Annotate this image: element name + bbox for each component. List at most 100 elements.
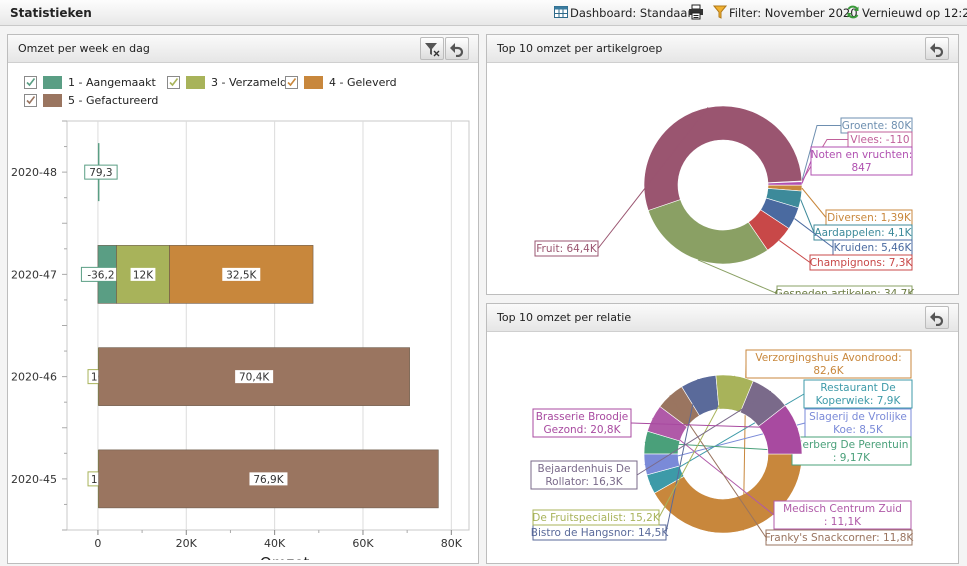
panel-title: Omzet per week en dag: [18, 42, 150, 55]
slice-label-box: [773, 500, 912, 530]
slice-label-box: [532, 408, 632, 438]
slice-fruit[interactable]: [643, 105, 803, 211]
slice-label-noten-en-vruchten: Noten en vruchten: 847: [811, 149, 913, 174]
app-title: Statistieken: [10, 6, 92, 20]
x-tick-label: 20K: [176, 537, 198, 550]
leader-line: [665, 378, 699, 533]
relation-panel: Top 10 omzet per relatie Verzorgingshuis…: [486, 303, 959, 564]
filter-funnel-icon: [713, 5, 727, 19]
slice-label-fruit: Fruit: 64,4K: [536, 243, 598, 255]
data-label: 76,9K: [253, 474, 284, 486]
x-tick-label: 80K: [441, 537, 463, 550]
top-toolbar: Statistieken Dashboard: Standaard Filter…: [0, 0, 967, 26]
data-label: 70,4K: [239, 372, 270, 384]
slice-brasserie-broodje-gezond[interactable]: [758, 405, 803, 455]
slice-label-verzorgingshuis-avondrood: Verzorgingshuis Avondrood: 82,6K: [755, 352, 901, 377]
leader-line: [636, 390, 772, 476]
data-label-box: [234, 369, 275, 385]
legend-checkbox[interactable]: [24, 94, 37, 107]
refresh-icon[interactable]: [846, 5, 860, 19]
data-label-box: [248, 471, 289, 487]
data-label: 79,3: [89, 167, 112, 179]
slice-label-slagerij-de-vrolijke-koe: Slagerij de Vrolijke Koe: 8,5K: [809, 411, 907, 436]
y-tick-label: 2020-48: [11, 166, 57, 179]
slice-label-de-fruitspecialist: De Fruitspecialist: 15,2K: [532, 512, 661, 524]
slice-label-box: [810, 146, 913, 176]
panel-header: Top 10 omzet per artikelgroep: [487, 35, 958, 63]
slice-label-box: [745, 349, 912, 379]
undo-button[interactable]: [445, 37, 469, 60]
dashboard-grid-icon: [554, 6, 568, 18]
checkmark-icon: [26, 78, 36, 87]
slice-label-box: [804, 408, 912, 438]
x-tick-label: 60K: [352, 537, 374, 550]
undo-button[interactable]: [925, 306, 949, 329]
filter-selector[interactable]: Filter: November 2020: [729, 6, 858, 20]
data-label-box: [221, 266, 262, 282]
y-tick-label: 2020-45: [11, 473, 57, 486]
legend-checkbox[interactable]: [285, 76, 298, 89]
slice-label-franky-s-snackcorner: Franky's Snackcorner: 11,8K: [765, 532, 915, 544]
leader-line: [630, 422, 798, 429]
y-tick-label: 2020-47: [11, 268, 57, 281]
leader-line: [697, 259, 778, 294]
x-tick-label: 0: [94, 537, 101, 550]
slice-label-bistro-de-hangsnor: Bistro de Hangsnor: 14,5K: [531, 527, 670, 539]
data-label-box: [84, 164, 118, 180]
weekly-revenue-panel: Omzet per week en dag 1 - Aangemaakt 3 - …: [7, 34, 479, 564]
leader-line: [669, 395, 767, 538]
legend-label: 5 - Gefactureerd: [68, 94, 159, 107]
legend-label: 3 - Verzameld: [211, 76, 287, 89]
clear-filter-button[interactable]: [420, 37, 444, 60]
data-label: 12K: [133, 269, 154, 281]
article-group-donut: Groente: 80K Vlees: -110 Noten en vruchten…: [534, 105, 916, 294]
panel-header: Top 10 omzet per relatie: [487, 304, 958, 332]
legend-swatch: [43, 76, 62, 89]
leader-line: [658, 375, 736, 518]
leader-line: [801, 125, 841, 182]
slice-label-bejaardenhuis-de-rollator: Bejaardenhuis De Rollator: 16,3K: [538, 463, 631, 488]
y-tick-label: 2020-46: [11, 371, 57, 384]
print-icon[interactable]: [688, 4, 704, 20]
legend-swatch: [43, 94, 62, 107]
leader-line: [794, 218, 834, 248]
panel-title: Top 10 omzet per artikelgroep: [497, 42, 663, 55]
legend-checkbox[interactable]: [167, 76, 180, 89]
slice-label-box: [803, 379, 913, 409]
slice-label-groente: Groente: 80K: [842, 120, 913, 132]
slice-label-box: [791, 436, 912, 466]
undo-icon: [930, 312, 944, 326]
slice-gesneden-artikelen[interactable]: [647, 199, 768, 265]
slice-label-kruiden: Kruiden: 5,46K: [834, 242, 913, 254]
legend-label: 4 - Geleverd: [329, 76, 397, 89]
slice-label-box: [530, 460, 638, 490]
x-tick-label: 40K: [264, 537, 286, 550]
slice-label-gesneden-artikelen: Gesneden artikelen: 34,7K: [775, 288, 916, 294]
slice-label-diversen: Diversen: 1,39K: [827, 212, 912, 224]
slice-label-vlees: Vlees: -110: [850, 134, 909, 146]
leader-line: [801, 139, 848, 182]
legend-checkbox[interactable]: [24, 76, 37, 89]
refresh-status: Vernieuwd op 12:23: [862, 6, 967, 20]
dashboard-selector[interactable]: Dashboard: Standaard: [570, 6, 700, 20]
leader-line: [644, 441, 793, 452]
data-label: 32,5K: [226, 269, 257, 281]
slice-label-champignons: Champignons: 7,3K: [810, 257, 914, 269]
slice-label-aardappelen: Aardappelen: 4,1K: [814, 227, 912, 239]
slice-label-restaurant-de-koperwiek: Restaurant De Koperwiek: 7,9K: [816, 382, 902, 407]
undo-button[interactable]: [925, 37, 949, 60]
leader-line: [779, 240, 811, 263]
legend-swatch: [186, 76, 205, 89]
slice-label-box: [776, 285, 913, 294]
leader-line: [801, 160, 812, 184]
slice-label-medisch-centrum-zuid: Medisch Centrum Zuid: 11,1K: [783, 503, 902, 528]
article-group-panel: Top 10 omzet per artikelgroep Groente: 8…: [486, 34, 959, 295]
undo-icon: [930, 43, 944, 57]
leader-line: [597, 107, 709, 249]
slice-label-brasserie-broodje-gezond: Brasserie Broodje Gezond: 20,8K: [536, 411, 629, 436]
checkmark-icon: [287, 78, 297, 87]
undo-icon: [450, 43, 464, 57]
panel-title: Top 10 omzet per relatie: [497, 311, 632, 324]
legend-label: 1 - Aangemaakt: [68, 76, 156, 89]
panel-header: Omzet per week en dag: [8, 35, 478, 63]
